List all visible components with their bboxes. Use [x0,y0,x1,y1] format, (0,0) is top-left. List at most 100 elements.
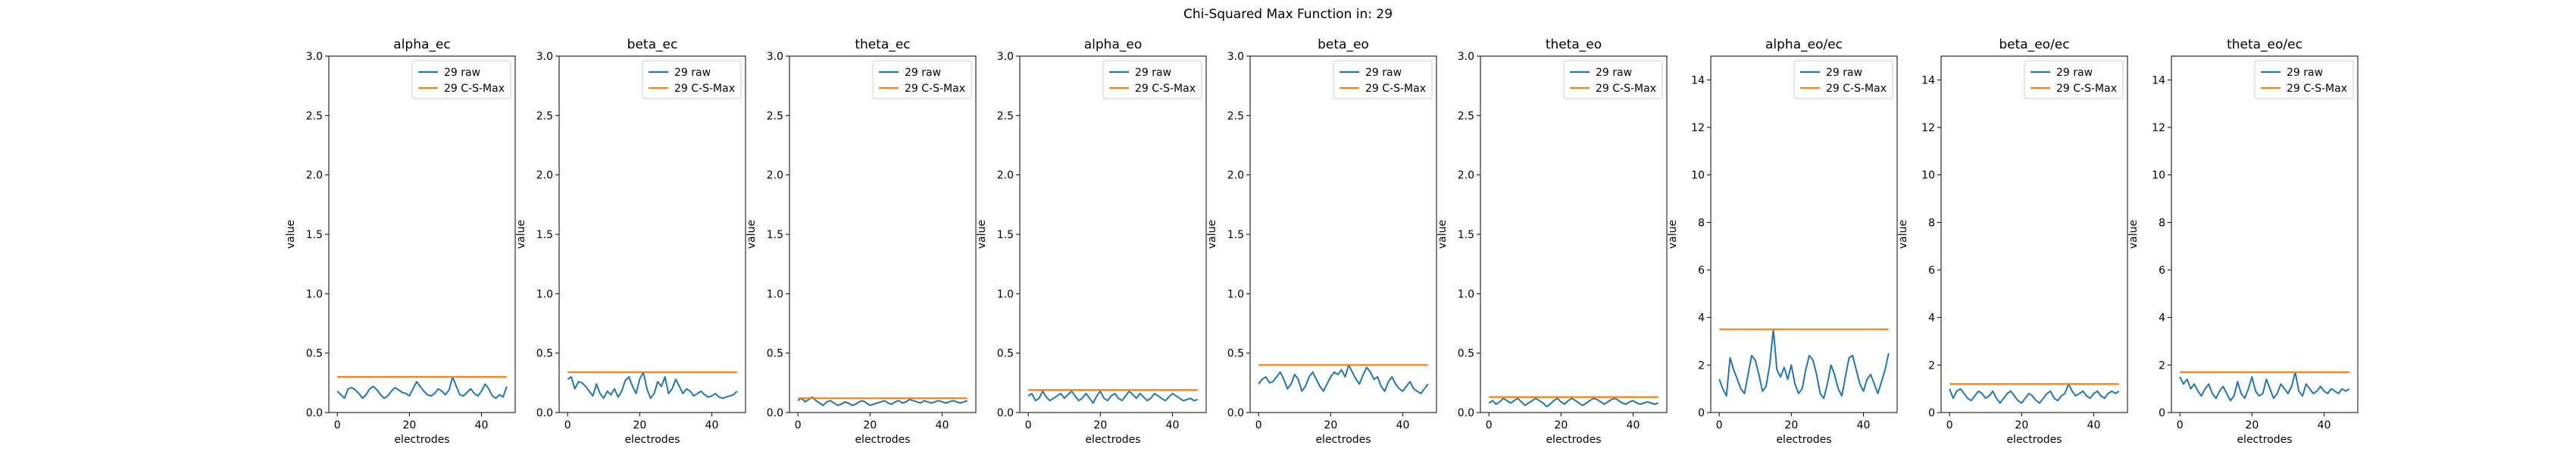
series-line-raw [1027,390,1199,404]
y-tick-label: 3.0 [1227,51,1244,63]
legend-entry-label: 29 C-S-Max [1135,83,1196,95]
y-tick-label: 6 [1928,265,1935,277]
y-tick-label: 1.5 [306,229,323,241]
legend: 29 raw 29 C-S-Max [411,60,511,99]
y-tick-label: 2 [1928,359,1935,372]
y-tick-label: 0 [1928,407,1935,419]
y-tick-label: 2 [1698,359,1705,372]
y-tick-label: 3.0 [306,51,323,63]
y-tick-label: 0.5 [997,348,1014,360]
x-tick-label: 20 [1093,419,1107,431]
series-line-raw [1718,328,1890,400]
y-tick-label: 0.5 [767,348,783,360]
legend-entry-label: 29 raw [1826,67,1862,79]
legend-entry-label: 29 raw [1365,67,1402,79]
x-axis-label: electrodes [624,434,680,446]
subplot-title: alpha_eo [1084,37,1142,52]
x-tick-label: 0 [1716,419,1723,431]
legend: 29 raw 29 C-S-Max [2024,60,2124,99]
y-tick-label: 1.0 [1458,288,1474,300]
subplot-title: beta_eo [1318,37,1369,52]
x-tick-label: 40 [2318,419,2331,431]
legend-box [872,60,972,99]
x-tick-label: 0 [1255,419,1262,431]
legend-box [1333,60,1433,99]
subplot: theta_eo/ec 0 2 4 6 8 10 12 14 0 20 40 electrodes val… [2127,37,2359,446]
y-tick-label: 14 [1921,74,1935,86]
y-tick-label: 2.0 [306,170,323,182]
x-tick-label: 20 [863,419,877,431]
x-tick-label: 40 [2087,419,2101,431]
x-tick-label: 40 [1396,419,1410,431]
y-axis-label: value [1206,220,1218,249]
subplot: theta_eo 0.0 0.5 1.0 1.5 2.0 2.5 3.0 0 20 40 electr… [1436,37,1668,446]
y-tick-label: 3.0 [1458,51,1474,63]
x-tick-label: 0 [795,419,802,431]
figure-suptitle: Chi-Squared Max Function in: 29 [1183,7,1393,22]
x-tick-label: 20 [1324,419,1337,431]
axes-frame [1710,55,1898,413]
legend: 29 raw 29 C-S-Max [1793,60,1893,99]
x-axis-label: electrodes [1776,434,1831,446]
y-tick-label: 1.5 [1227,229,1244,241]
y-tick-label: 3.0 [536,51,553,63]
y-tick-label: 2.5 [997,110,1014,122]
y-tick-label: 1.5 [767,229,783,241]
legend-box [642,60,742,99]
legend-entry-label: 29 raw [905,67,941,79]
y-axis-label: value [1436,220,1449,249]
x-tick-label: 20 [402,419,416,431]
y-tick-label: 0.5 [1227,348,1244,360]
x-tick-label: 0 [564,419,571,431]
y-tick-label: 4 [1928,312,1935,325]
legend-entry-label: 29 C-S-Max [444,83,505,95]
legend-entry-label: 29 raw [1135,67,1171,79]
axes-frame [1940,55,2128,413]
legend-box [2024,60,2124,99]
y-tick-label: 0.0 [1227,407,1244,419]
subplot-grid: alpha_ec0.00.51.01.52.02.53.00 20 40electr… [285,37,2359,446]
series-line-raw [797,396,968,406]
legend: 29 raw 29 C-S-Max [1563,60,1663,99]
y-tick-label: 6 [1698,265,1705,277]
y-tick-label: 1.0 [997,288,1014,300]
series-line-raw [1949,383,2120,404]
subplot: theta_ec 0.0 0.5 1.0 1.5 2.0 2.5 3.0 0 20 40 electr… [746,37,977,446]
series-line-raw [2179,371,2350,402]
y-tick-label: 10 [2152,170,2165,182]
y-tick-label: 10 [1691,170,1705,182]
y-tick-label: 2.0 [536,170,553,182]
legend-entry-label: 29 raw [1596,67,1632,79]
legend: 29 raw 29 C-S-Max [1102,60,1202,99]
y-tick-label: 1.5 [536,229,553,241]
legend-entry-label: 29 C-S-Max [2056,83,2117,95]
series-line-raw [1488,397,1659,408]
legend-box [1563,60,1663,99]
y-tick-label: 4 [2159,312,2165,325]
y-tick-label: 2.0 [767,170,783,182]
y-tick-label: 0.0 [997,407,1014,419]
legend-box [1793,60,1893,99]
subplot: alpha_eo 0.0 0.5 1.0 1.5 2.0 2.5 3.0 0 20 40 electr… [976,37,1207,446]
x-tick-label: 40 [475,419,489,431]
series-line-raw [1258,364,1429,394]
y-tick-label: 0.5 [536,348,553,360]
y-tick-label: 8 [2159,217,2165,229]
y-tick-label: 1.5 [1458,229,1474,241]
legend: 29 raw 29 C-S-Max [642,60,742,99]
y-axis-label: value [2127,220,2140,249]
legend-entry-label: 29 C-S-Max [674,83,735,95]
y-tick-label: 1.0 [767,288,783,300]
x-axis-label: electrodes [1546,434,1601,446]
x-axis-label: electrodes [1315,434,1371,446]
subplot-title: theta_eo/ec [2227,37,2302,52]
legend-entry-label: 29 C-S-Max [2287,83,2347,95]
y-tick-label: 0.0 [767,407,783,419]
legend-entry-label: 29 raw [674,67,711,79]
x-tick-label: 40 [1627,419,1640,431]
x-axis-label: electrodes [2006,434,2062,446]
x-tick-label: 20 [2015,419,2028,431]
y-tick-label: 10 [1921,170,1935,182]
y-tick-label: 4 [1698,312,1705,325]
